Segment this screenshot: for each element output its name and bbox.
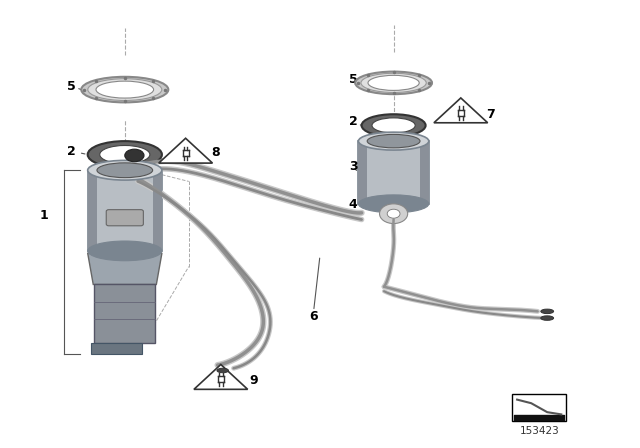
Text: 153423: 153423 [519, 426, 559, 436]
Polygon shape [88, 170, 162, 251]
Text: 8: 8 [211, 146, 220, 159]
Circle shape [387, 209, 400, 218]
Ellipse shape [358, 195, 429, 213]
Ellipse shape [358, 132, 429, 150]
Polygon shape [92, 343, 141, 354]
Text: 9: 9 [250, 374, 258, 388]
Ellipse shape [355, 72, 432, 94]
Ellipse shape [541, 316, 554, 320]
Ellipse shape [100, 146, 150, 164]
Ellipse shape [88, 241, 162, 261]
Ellipse shape [88, 79, 162, 100]
Polygon shape [88, 253, 162, 284]
Polygon shape [194, 365, 248, 389]
Polygon shape [358, 141, 367, 204]
Ellipse shape [541, 309, 554, 314]
Ellipse shape [217, 368, 228, 373]
Polygon shape [358, 141, 429, 204]
FancyBboxPatch shape [106, 210, 143, 226]
Polygon shape [420, 141, 429, 204]
Ellipse shape [368, 75, 419, 90]
Ellipse shape [125, 149, 144, 162]
FancyBboxPatch shape [512, 394, 566, 421]
Text: 5: 5 [349, 73, 358, 86]
Text: 5: 5 [67, 80, 81, 93]
Text: 1: 1 [39, 208, 48, 222]
Ellipse shape [362, 114, 426, 137]
Polygon shape [94, 284, 156, 343]
Text: 7: 7 [486, 108, 495, 121]
Text: 2: 2 [67, 145, 85, 158]
Text: 2: 2 [349, 116, 362, 129]
Circle shape [380, 204, 408, 224]
Ellipse shape [88, 160, 162, 180]
Ellipse shape [367, 134, 420, 148]
Ellipse shape [372, 118, 415, 133]
Polygon shape [434, 98, 488, 123]
Ellipse shape [96, 81, 154, 98]
Text: 6: 6 [309, 310, 318, 323]
Text: 4: 4 [349, 198, 391, 213]
Ellipse shape [88, 141, 162, 168]
Text: 3: 3 [349, 160, 357, 173]
Ellipse shape [97, 163, 153, 178]
Polygon shape [153, 170, 162, 251]
Polygon shape [88, 170, 97, 251]
Polygon shape [159, 138, 212, 163]
Ellipse shape [361, 73, 426, 92]
Ellipse shape [81, 77, 168, 103]
